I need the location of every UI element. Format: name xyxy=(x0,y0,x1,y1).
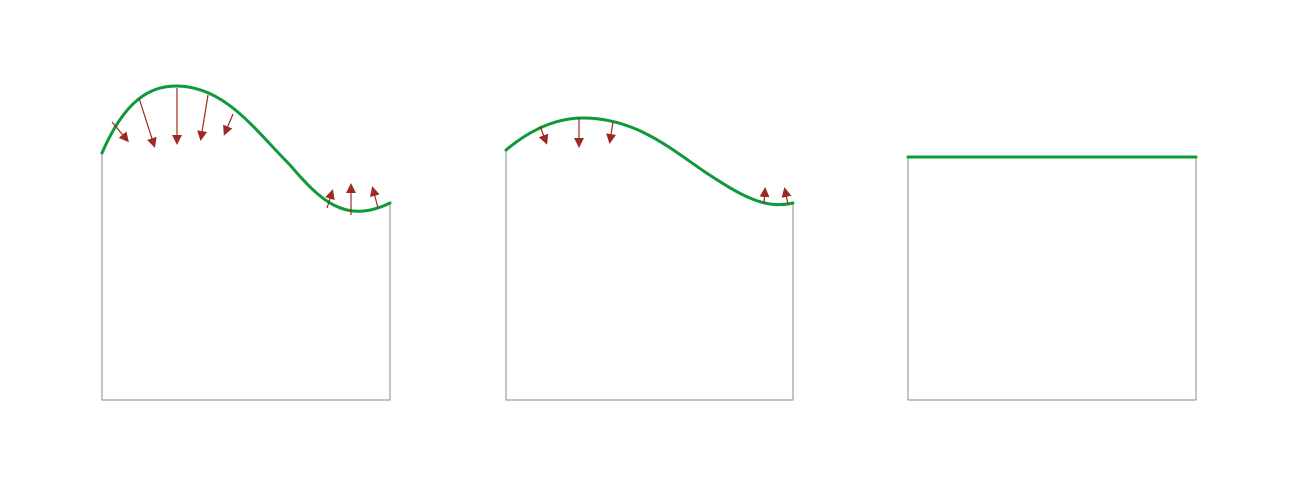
panel-2-arrow-down xyxy=(538,125,549,145)
panel-1-arrows xyxy=(111,88,380,215)
panel-3-outline xyxy=(907,157,1197,401)
panel-3 xyxy=(906,155,1198,401)
panel-1-arrow-down xyxy=(111,121,129,143)
panel-1-arrow-down xyxy=(138,97,157,148)
panel-2-arrow-down xyxy=(606,121,617,144)
panel-1 xyxy=(100,84,392,401)
panel-1-outline xyxy=(101,153,391,401)
panel-1-arrow-up xyxy=(369,186,380,209)
panel-2-surface-curve xyxy=(504,116,795,207)
panel-1-surface-curve xyxy=(100,84,392,213)
panel-1-arrow-down xyxy=(197,94,209,141)
panel-2-arrows xyxy=(538,118,792,205)
panel-1-arrow-down xyxy=(223,113,234,136)
panel-2-arrow-up xyxy=(759,187,770,205)
panel-1-arrow-up xyxy=(325,189,335,209)
panel-2 xyxy=(504,116,795,401)
panel-2-arrow-up xyxy=(781,187,792,205)
panel-2-outline xyxy=(505,150,794,401)
